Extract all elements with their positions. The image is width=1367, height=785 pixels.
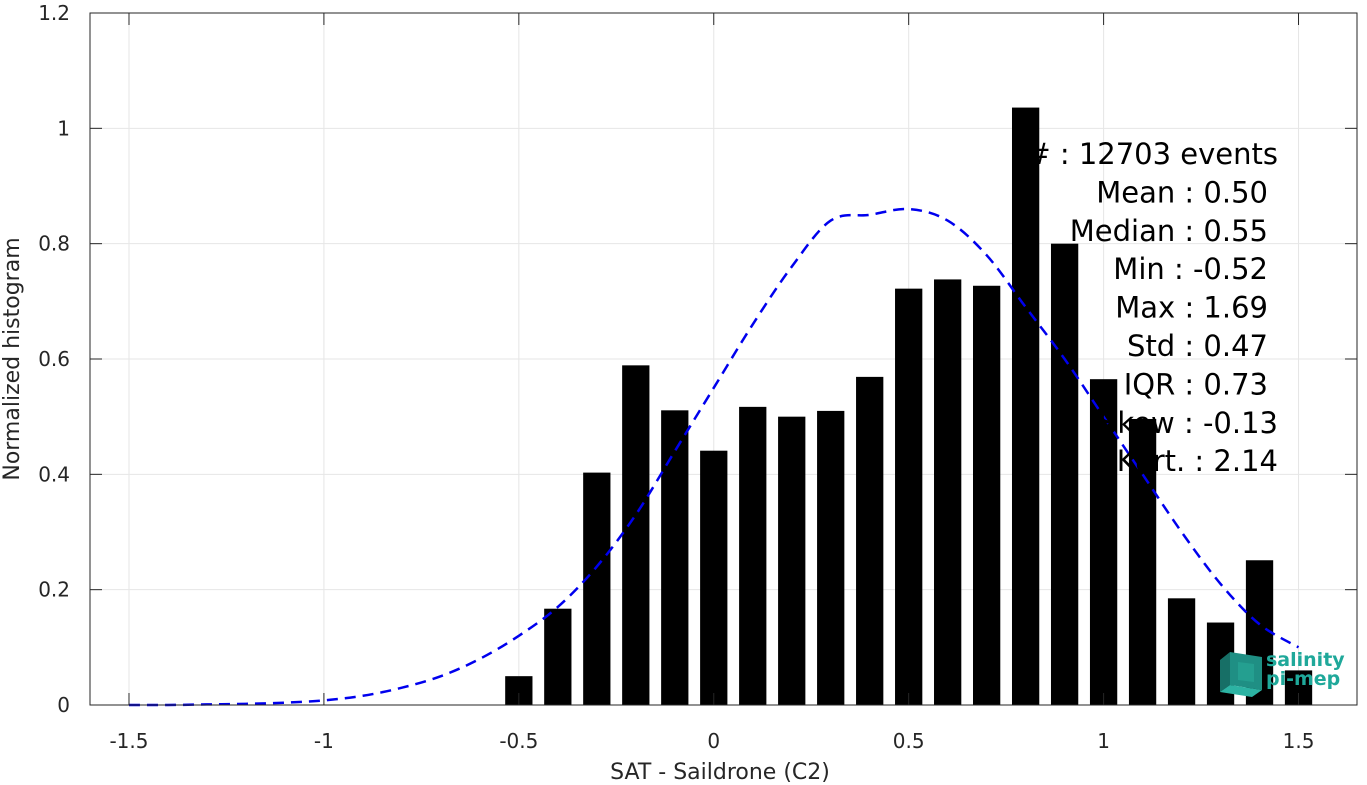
histogram-bar <box>817 410 845 705</box>
stat-line: # : 12703 events <box>1026 137 1278 171</box>
histogram-bar <box>973 285 1001 705</box>
stat-line: Skew : -0.13 <box>1099 406 1278 440</box>
y-tick-label: 1 <box>57 116 70 140</box>
stat-line: Kurt. : 2.14 <box>1117 444 1278 478</box>
x-tick-label: -1 <box>314 729 334 753</box>
logo-line-salinity: salinity <box>1266 649 1345 671</box>
histogram-bar <box>1089 379 1118 705</box>
stat-line: Std : 0.47 <box>1127 329 1268 363</box>
stat-line: Max : 1.69 <box>1115 291 1268 325</box>
histogram-bar <box>1167 598 1196 705</box>
statistics-annotation: # : 12703 events Mean : 0.50 Median : 0.55… <box>1026 137 1278 478</box>
y-tick-label: 0.8 <box>38 232 70 256</box>
histogram-bars <box>505 107 1313 705</box>
histogram-bar <box>622 365 650 705</box>
salinity-pi-mep-logo: salinity pi-mep <box>1220 649 1345 697</box>
stat-line: Mean : 0.50 <box>1096 175 1268 209</box>
histogram-bar <box>1050 243 1079 705</box>
gaussian-fit-curve <box>128 207 1300 707</box>
histogram-bar <box>1011 107 1040 705</box>
histogram-bar <box>856 376 884 705</box>
histogram-bar <box>661 410 689 705</box>
x-tick-labels: -1.5 -1 -0.5 0 0.5 1 1.5 <box>109 729 1314 753</box>
histogram-bar <box>583 472 611 705</box>
x-tick-label: 0 <box>707 729 720 753</box>
histogram-bar <box>778 416 806 705</box>
stat-line: Median : 0.55 <box>1070 214 1268 248</box>
axes-frame <box>89 12 1358 706</box>
y-tick-label: 0.4 <box>38 462 70 486</box>
histogram-bar <box>544 608 572 705</box>
logo-cube-icon <box>1220 652 1262 697</box>
histogram-bar <box>895 288 923 705</box>
y-tick-label: 1.2 <box>38 1 70 25</box>
y-tick-label: 0.2 <box>38 578 70 602</box>
x-tick-label: -1.5 <box>109 729 148 753</box>
y-tick-labels: 0 0.2 0.4 0.6 0.8 1 1.2 <box>38 1 70 717</box>
histogram-bar <box>739 406 767 705</box>
stat-line: IQR : 0.73 <box>1124 367 1268 401</box>
stat-line: Min : -0.52 <box>1113 252 1268 286</box>
y-tick-label: 0 <box>57 693 70 717</box>
x-tick-label: -0.5 <box>499 729 538 753</box>
x-tick-label: 0.5 <box>893 729 925 753</box>
x-tick-label: 1.5 <box>1283 729 1315 753</box>
x-tick-label: 1 <box>1097 729 1110 753</box>
histogram-bar <box>1128 418 1157 705</box>
histogram-bar <box>700 450 728 705</box>
histogram-bar <box>934 279 962 705</box>
y-tick-label: 0.6 <box>38 347 70 371</box>
y-axis-label: Normalized histogram <box>0 237 25 480</box>
x-axis-label: SAT - Saildrone (C2) <box>610 760 830 785</box>
logo-line-pi-mep: pi-mep <box>1266 668 1340 690</box>
